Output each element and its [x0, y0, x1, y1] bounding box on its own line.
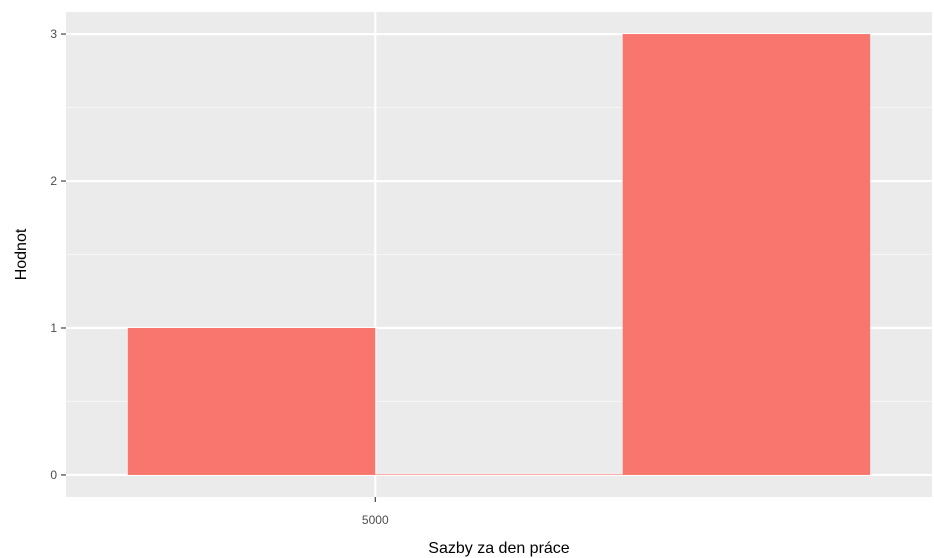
- y-axis-title: Hodnot: [13, 228, 30, 280]
- y-tick-label: 2: [50, 174, 57, 188]
- y-tick-label: 3: [50, 27, 57, 41]
- bar-0: [127, 327, 376, 475]
- y-tick-label: 0: [50, 468, 57, 482]
- bar-2: [622, 34, 871, 475]
- y-axis: 0 1 2 3: [50, 27, 66, 482]
- y-tick-label: 1: [50, 321, 57, 335]
- bar-1: [375, 474, 623, 475]
- x-axis-title: Sazby za den práce: [428, 540, 570, 557]
- bars: [127, 34, 871, 475]
- x-tick-label: 5000: [362, 513, 389, 527]
- x-axis: 5000: [362, 497, 389, 527]
